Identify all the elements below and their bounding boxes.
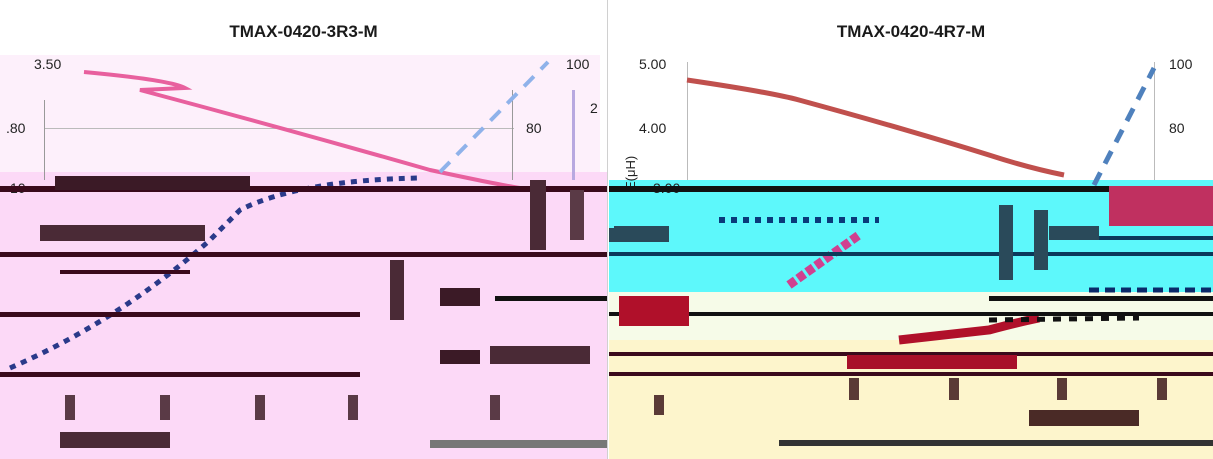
glitch-block [348, 395, 358, 420]
glitch-block [65, 395, 75, 420]
series-line [898, 313, 1040, 345]
plot-border [512, 90, 513, 180]
glitch-band [1099, 236, 1213, 240]
glitch-block [530, 180, 546, 250]
chart-title: TMAX-0420-4R7-M [836, 22, 986, 41]
glitch-band [495, 296, 607, 301]
glitch-band [0, 312, 360, 317]
chart-panel-left: TMAX-0420-3R3-M 3.50 .80 10 100 80 2 [0, 0, 608, 459]
left-axis-tick: 5.00 [639, 56, 667, 72]
glitch-band [609, 352, 1213, 356]
glitch-block [55, 176, 250, 190]
glitch-block [949, 378, 959, 400]
plot-border [1154, 62, 1155, 180]
glitch-band [989, 296, 1213, 301]
glitch-block [440, 288, 480, 306]
glitch-block [440, 350, 480, 364]
glitch-block [1109, 186, 1213, 226]
series-line [1091, 66, 1157, 187]
chart-title: TMAX-0420-3R3-M [229, 22, 378, 41]
upper-plot-background [609, 0, 1213, 180]
glitch-block [1057, 378, 1067, 400]
plot-border [687, 62, 688, 180]
series-line [83, 70, 521, 190]
left-axis-tick: 4.00 [639, 120, 667, 136]
right-axis-tick: 80 [526, 120, 542, 136]
chart-plot-left [8, 60, 550, 371]
left-axis-tick: 3.50 [34, 56, 62, 72]
glitch-block [570, 190, 584, 240]
glitch-band [609, 372, 1213, 376]
glitch-band [0, 252, 607, 257]
series-line [786, 231, 862, 289]
plot-border [44, 100, 45, 180]
glitch-band [0, 372, 360, 377]
glitch-block [619, 296, 689, 326]
glitch-band [430, 440, 607, 448]
glitch-block [847, 355, 1017, 369]
right-axis-tick: 2 [590, 100, 598, 116]
glitch-block [490, 346, 590, 364]
glitch-block [614, 226, 669, 242]
chart-plot-right [686, 66, 1213, 345]
glitch-band [609, 312, 1213, 316]
glitch-band [60, 270, 190, 274]
series-line [686, 77, 1065, 178]
glitch-block [255, 395, 265, 420]
glitch-block [60, 432, 170, 448]
glitch-band [609, 252, 1213, 256]
right-axis-tick: 100 [1169, 56, 1193, 72]
glitch-band [779, 440, 1213, 446]
glitch-block [1049, 226, 1099, 240]
series-line [438, 60, 550, 174]
glitch-block [654, 395, 664, 415]
right-axis-tick: 80 [1169, 120, 1185, 136]
glitch-block [390, 260, 404, 320]
glitch-band [609, 186, 1213, 192]
right-axis-tick: 100 [566, 56, 590, 72]
glitch-block [490, 395, 500, 420]
glitch-block [1034, 210, 1048, 270]
plot-border [572, 90, 575, 180]
glitch-block [1157, 378, 1167, 400]
glitch-block [849, 378, 859, 400]
glitch-block [160, 395, 170, 420]
chart-panel-right: TMAX-0420-4R7-M 5.00 4.00 3.00 100 80 E(… [609, 0, 1213, 459]
glitch-block [999, 205, 1013, 280]
left-axis-tick: .80 [6, 120, 26, 136]
glitch-band [0, 186, 607, 192]
series-line [988, 315, 1140, 323]
glitch-block [40, 225, 205, 241]
series-line [8, 175, 421, 371]
glitch-block [1029, 410, 1139, 426]
